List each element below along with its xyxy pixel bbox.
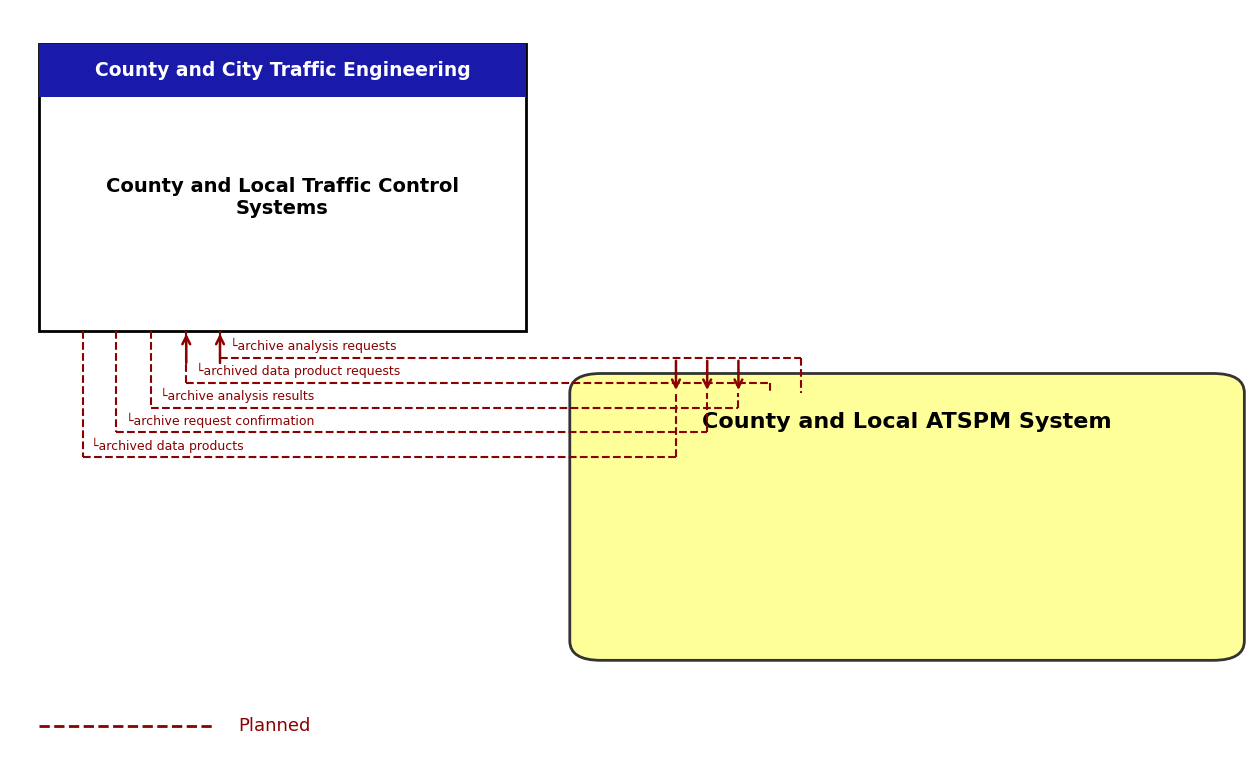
Text: └archived data product requests: └archived data product requests <box>197 363 401 378</box>
Text: └archive request confirmation: └archive request confirmation <box>126 412 314 428</box>
FancyBboxPatch shape <box>570 373 1244 661</box>
Text: Planned: Planned <box>239 717 310 735</box>
Text: └archive analysis results: └archive analysis results <box>160 387 314 403</box>
Text: └archived data products: └archived data products <box>91 437 244 453</box>
Text: └archive analysis requests: └archive analysis requests <box>230 338 397 353</box>
Text: County and Local Traffic Control
Systems: County and Local Traffic Control Systems <box>106 177 459 218</box>
FancyBboxPatch shape <box>39 44 526 96</box>
Text: County and Local ATSPM System: County and Local ATSPM System <box>702 412 1112 433</box>
FancyBboxPatch shape <box>39 44 526 331</box>
Text: County and City Traffic Engineering: County and City Traffic Engineering <box>95 61 471 80</box>
